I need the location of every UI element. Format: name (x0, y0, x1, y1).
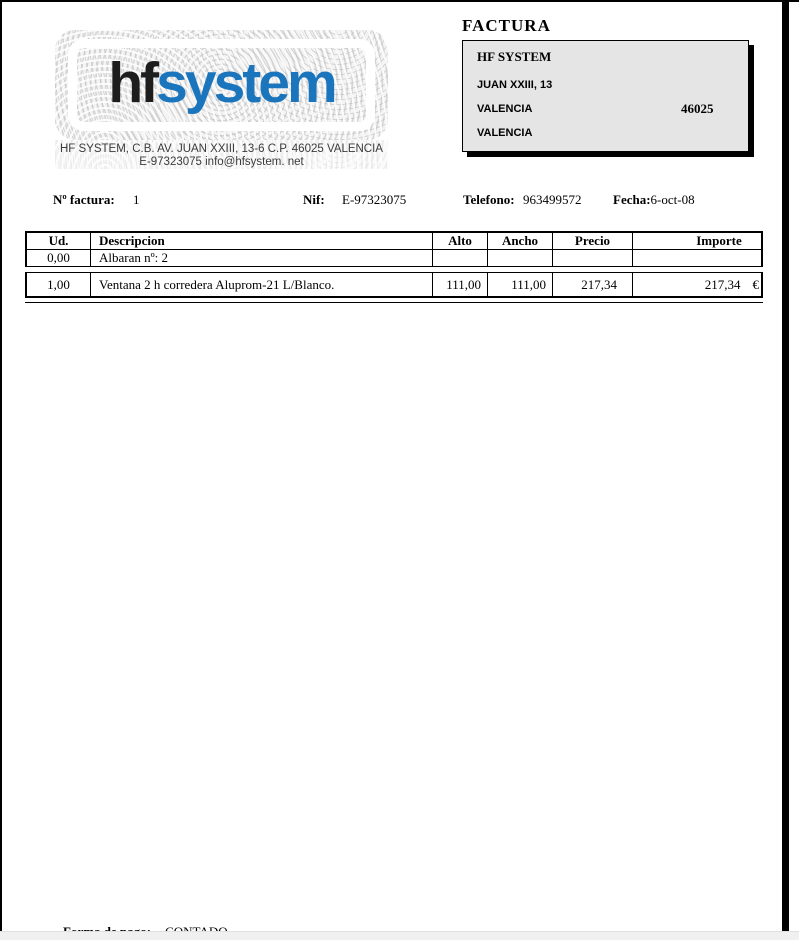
company-address-line2: E-97323075 info@hfsystem. net (139, 156, 304, 168)
cell-ud: 0,00 (47, 250, 70, 265)
cell-ancho: 111,00 (487, 273, 552, 296)
customer-street: JUAN XXIII, 13 (477, 79, 553, 91)
company-logo: hfsystem (55, 30, 388, 140)
currency-symbol: € (752, 276, 760, 292)
company-address-line1: HF SYSTEM, C.B. AV. JUAN XXIII, 13-6 C.P… (60, 143, 383, 155)
cell-importe (632, 250, 765, 266)
nif-value: E-97323075 (342, 192, 407, 207)
cell-descripcion: Ventana 2 h corredera Aluprom-21 L/Blanc… (90, 273, 432, 296)
header-importe: Importe (632, 233, 765, 249)
table-row: 0,00 Albaran nº: 2 (25, 250, 763, 267)
header-precio: Precio (552, 233, 632, 249)
logo-text-hf: hf (108, 51, 159, 115)
header-ancho: Ancho (487, 233, 552, 249)
fecha-value: 6-oct-08 (650, 192, 695, 207)
cell-descripcion: Albaran nº: 2 (90, 250, 432, 266)
nif-label: Nif: (303, 192, 325, 207)
header-descripcion: Descripcion (90, 233, 432, 249)
customer-province: VALENCIA (477, 127, 533, 139)
page-title: FACTURA (462, 16, 551, 35)
bottom-edge-strip (0, 931, 799, 940)
fecha-field: Fecha:6-oct-08 (613, 192, 695, 208)
cell-precio (552, 250, 632, 266)
header-alto: Alto (432, 233, 487, 249)
table-header-row: Ud. Descripcion Alto Ancho Precio Import… (25, 231, 763, 250)
page-right-edge-bar (782, 0, 789, 931)
invoice-number-value: 1 (133, 192, 140, 207)
header-ud: Ud. (48, 233, 69, 248)
customer-name: HF SYSTEM (477, 49, 552, 64)
telefono-label: Telefono: (463, 192, 515, 207)
cell-importe: 217,34 € (632, 273, 765, 296)
cell-precio: 217,34 (552, 273, 632, 296)
fecha-label: Fecha: (613, 192, 651, 207)
cell-alto: 111,00 (432, 273, 487, 296)
customer-postal-code: 46025 (681, 101, 714, 116)
customer-city: VALENCIA (477, 103, 533, 115)
page-left-border (0, 0, 2, 931)
invoice-number-label: Nº factura: (53, 192, 115, 207)
cell-ancho (487, 250, 552, 266)
customer-address-box: HF SYSTEM JUAN XXIII, 13 VALENCIA 46025 … (462, 40, 749, 152)
telefono-value: 963499572 (523, 192, 582, 207)
page-top-border (0, 0, 799, 2)
cell-ud: 1,00 (47, 276, 70, 292)
logo-frame (68, 39, 375, 131)
table-row: 1,00 Ventana 2 h corredera Aluprom-21 L/… (25, 272, 763, 298)
cell-alto (432, 250, 487, 266)
logo-wordmark: hfsystem (55, 30, 388, 140)
table-bottom-rule (25, 302, 763, 303)
logo-pattern-tail (55, 140, 388, 169)
logo-text-system: system (156, 51, 337, 115)
